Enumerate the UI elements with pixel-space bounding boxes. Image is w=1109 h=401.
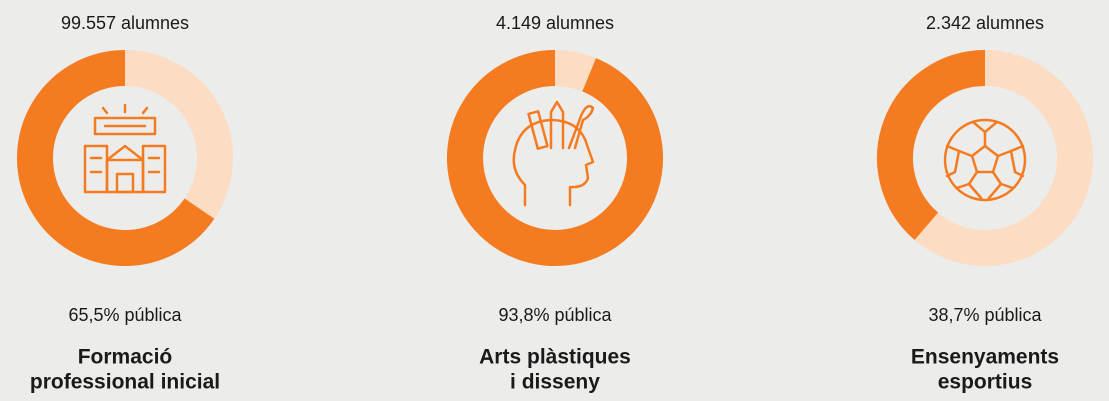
value-label: 93,8% pública — [498, 305, 612, 325]
title: Arts plàstiques — [479, 346, 631, 369]
title: esportius — [938, 371, 1033, 394]
title: Formació — [78, 346, 173, 369]
donut-segment — [877, 50, 986, 240]
title: i disseny — [510, 371, 600, 394]
title: professional inicial — [30, 371, 220, 394]
subtitle: 4.149 alumnes — [496, 13, 614, 33]
subtitle: 99.557 alumnes — [61, 13, 189, 33]
title: Ensenyaments — [911, 346, 1059, 369]
art-head-icon — [512, 100, 595, 207]
donut-segment — [17, 50, 215, 266]
building-icon — [83, 103, 167, 194]
ball-icon — [943, 118, 1027, 202]
value-label: 65,5% pública — [68, 305, 182, 325]
donut-segment — [447, 50, 663, 266]
value-label: 38,7% pública — [928, 305, 1042, 325]
subtitle: 2.342 alumnes — [926, 13, 1044, 33]
